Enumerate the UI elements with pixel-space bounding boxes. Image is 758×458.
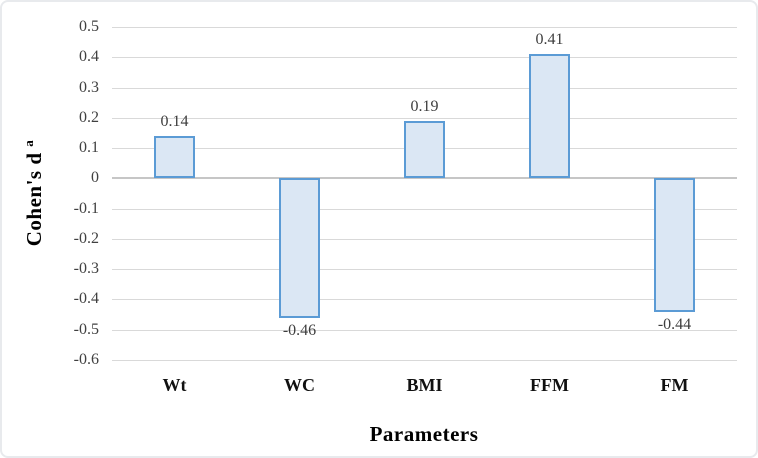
x-category-label-ffm: FFM — [530, 375, 569, 395]
y-tick-label: 0.1 — [79, 139, 99, 157]
y-tick-label: 0.3 — [79, 78, 99, 96]
x-axis-title: Parameters — [369, 422, 479, 446]
x-category-label-wt: Wt — [162, 375, 187, 395]
gridline — [112, 360, 737, 361]
gridline — [112, 299, 737, 301]
gridline — [112, 269, 737, 271]
y-tick-label: -0.1 — [73, 199, 99, 217]
y-tick-label: 0.5 — [79, 18, 99, 35]
y-tick-label: -0.2 — [73, 229, 99, 247]
x-category-label-fm: FM — [660, 375, 689, 395]
gridline — [112, 57, 737, 59]
y-tick-label: 0 — [91, 169, 99, 187]
y-tick-label: -0.6 — [73, 351, 99, 368]
zero-axis-line — [112, 177, 737, 180]
bar-wt — [154, 135, 195, 179]
plot-area: 0.14 Wt -0.46 WC 0.19 BMI 0.41 FFM -0.44 FM — [112, 27, 737, 395]
value-label-ffm: 0.41 — [535, 31, 564, 49]
bar-bmi — [404, 120, 445, 179]
value-label-bmi: 0.19 — [410, 97, 439, 115]
gridline — [112, 238, 737, 240]
bar-fm — [654, 178, 695, 312]
y-tick-label: -0.5 — [73, 320, 99, 338]
y-tick-label: -0.4 — [73, 290, 99, 308]
bar-wc — [279, 178, 320, 318]
gridline — [112, 208, 737, 210]
bar-ffm — [529, 54, 570, 179]
value-label-wt: 0.14 — [160, 112, 189, 130]
gridline — [112, 329, 737, 331]
x-category-label-bmi: BMI — [406, 375, 443, 395]
gridline — [112, 87, 737, 89]
x-category-label-wc: WC — [284, 375, 315, 395]
y-tick-label: -0.3 — [73, 260, 99, 278]
y-tick-label: 0.2 — [79, 108, 99, 126]
value-label-fm: -0.44 — [657, 315, 692, 333]
y-tick-label: 0.4 — [79, 48, 99, 66]
gridline — [112, 27, 737, 28]
value-label-wc: -0.46 — [282, 321, 317, 339]
y-axis-tick-labels: 0.5 0.4 0.3 0.2 0.1 0 -0.1 -0.2 -0.3 -0.4 -0.5 -0.6 — [2, 18, 99, 368]
gridline — [112, 117, 737, 119]
